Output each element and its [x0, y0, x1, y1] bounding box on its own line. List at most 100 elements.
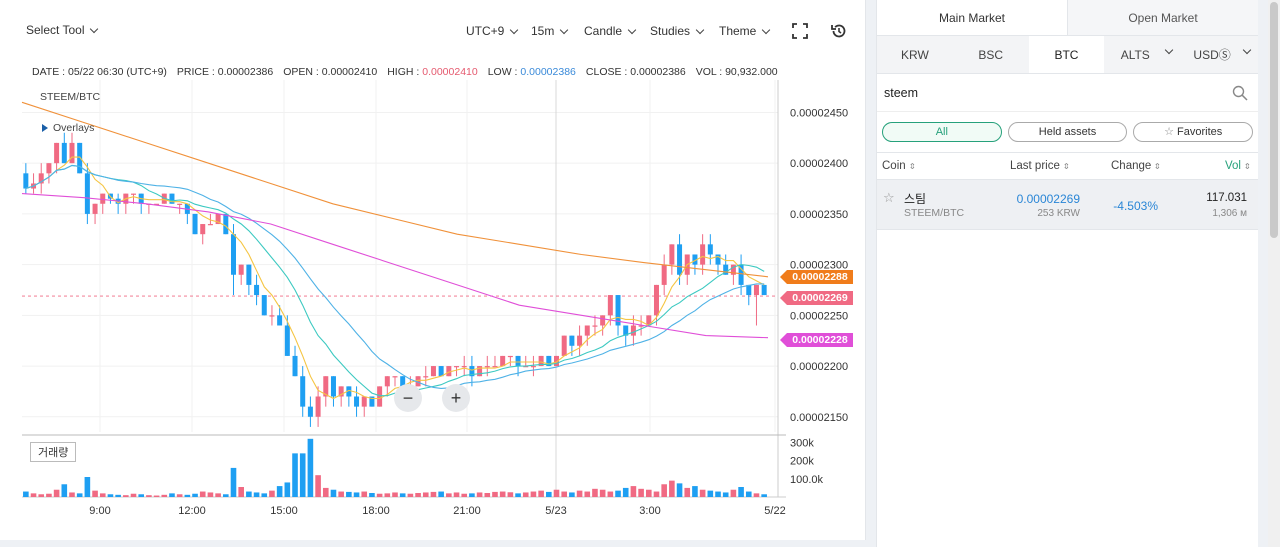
ohlc-high-label: HIGH :: [387, 66, 420, 78]
volume-bar: [307, 438, 314, 497]
scrollbar-thumb[interactable]: [1270, 2, 1278, 238]
select-tool-label: Select Tool: [26, 23, 85, 37]
candle-body: [761, 284, 767, 296]
page-scrollbar[interactable]: [1268, 0, 1280, 547]
candle-body: [577, 335, 583, 346]
volume-bar: [338, 491, 344, 497]
volume-bar: [461, 493, 468, 497]
interval-dropdown[interactable]: 15m: [531, 24, 569, 38]
candle-body: [646, 315, 652, 326]
tab-usds[interactable]: USDⓈ: [1180, 36, 1258, 73]
studies-dropdown[interactable]: Studies: [650, 24, 705, 38]
timezone-dropdown[interactable]: UTC+9: [466, 24, 519, 38]
ma-cyan-line: [25, 164, 765, 389]
volume-bar: [23, 491, 29, 497]
candle-body: [438, 366, 444, 377]
volume-bar: [76, 493, 83, 497]
candle-body: [461, 366, 467, 368]
volume-tick-label: 300k: [790, 437, 814, 449]
coin-search: [877, 74, 1258, 112]
col-vol[interactable]: Vol ⇕: [1225, 160, 1251, 172]
y-tick-label: 0.00002250: [790, 310, 848, 322]
chart-symbol: STEEM/BTC: [40, 91, 101, 103]
volume-bar: [299, 453, 306, 497]
candle-body: [54, 142, 60, 164]
volume-bar: [407, 493, 414, 497]
candle-body: [715, 254, 721, 265]
studies-label: Studies: [650, 24, 691, 38]
select-tool-dropdown[interactable]: Select Tool: [26, 23, 99, 37]
candle-body: [192, 213, 198, 235]
candle-body: [369, 396, 375, 407]
volume-bar: [207, 492, 214, 497]
candle-body: [430, 366, 436, 377]
tab-krw[interactable]: KRW: [901, 48, 929, 62]
col-change[interactable]: Change ⇕: [1111, 160, 1161, 172]
candle-body: [530, 366, 536, 368]
volume-bar: [38, 494, 45, 497]
candle-body: [423, 376, 429, 378]
volume-bar: [138, 494, 145, 497]
candle-body: [692, 254, 698, 265]
candle-body: [554, 355, 560, 367]
volume-tick-label: 100.0k: [790, 474, 824, 486]
volume-bar: [146, 495, 152, 497]
interval-label: 15m: [531, 24, 555, 38]
col-last-price[interactable]: Last price ⇕: [1010, 160, 1070, 172]
volume-bar: [722, 492, 729, 497]
candle-body: [700, 244, 706, 265]
volume-bar: [261, 493, 268, 497]
favorite-star-icon[interactable]: ☆: [883, 190, 895, 205]
volume-bar: [661, 484, 667, 497]
theme-dropdown[interactable]: Theme: [719, 24, 771, 38]
x-tick-label: 5/23: [545, 505, 566, 517]
search-input[interactable]: [877, 74, 1217, 112]
ohlc-close: CLOSE : 0.00002386: [585, 66, 686, 78]
volume-bar: [246, 491, 252, 497]
filter-all[interactable]: All: [882, 122, 1002, 142]
candle-body: [454, 366, 460, 368]
volume-bar: [61, 484, 68, 497]
volume-bar: [430, 491, 437, 497]
tab-alts[interactable]: ALTS: [1104, 36, 1180, 73]
candle-body: [330, 376, 336, 397]
volume-bar: [692, 486, 698, 497]
tab-btc[interactable]: BTC: [1028, 36, 1105, 73]
volume-bar: [353, 492, 360, 497]
candle-body: [523, 366, 529, 368]
filter-favorites[interactable]: ☆ Favorites: [1133, 122, 1254, 142]
tab-bsc[interactable]: BSC: [978, 48, 1004, 62]
volume-bar: [530, 491, 537, 497]
tab-open-market[interactable]: Open Market: [1067, 0, 1258, 35]
volume-bar: [130, 493, 137, 497]
volume-bar: [538, 490, 544, 497]
candlestick-chart[interactable]: 0.00002450 0.00002400 0.00002350 0.00002300…: [0, 0, 866, 540]
timezone-label: UTC+9: [466, 24, 505, 38]
col-last-price-label: Last price: [1010, 160, 1060, 172]
col-coin[interactable]: Coin ⇕: [882, 160, 916, 172]
zoom-in-button[interactable]: +: [442, 384, 470, 412]
coin-row[interactable]: ☆ 스팀 STEEM/BTC 0.00002269 253 KRW -4.503…: [877, 180, 1258, 230]
reset-history-icon[interactable]: [830, 22, 848, 40]
volume-bar: [361, 491, 368, 497]
col-change-label: Change: [1111, 160, 1152, 172]
ma-pink-line: [21, 193, 769, 339]
volume-bar: [215, 493, 221, 497]
x-tick-label: 21:00: [453, 505, 481, 517]
volume-bar: [753, 493, 760, 497]
volume-bar: [599, 489, 606, 497]
tab-main-market[interactable]: Main Market: [938, 11, 1006, 25]
filter-held-assets[interactable]: Held assets: [1007, 122, 1128, 142]
candle-body: [177, 203, 183, 205]
x-tick-label: 12:00: [178, 505, 206, 517]
overlays-toggle[interactable]: Overlays: [42, 122, 94, 134]
chart-type-dropdown[interactable]: Candle: [584, 24, 637, 38]
fullscreen-icon[interactable]: [791, 22, 809, 40]
search-icon[interactable]: [1232, 85, 1248, 101]
y-tick-label: 0.00002400: [790, 158, 848, 170]
zoom-out-button[interactable]: −: [394, 384, 422, 412]
volume-bar: [730, 489, 737, 497]
y-tick-label: 0.00002200: [790, 361, 848, 373]
candle-body: [607, 295, 613, 316]
